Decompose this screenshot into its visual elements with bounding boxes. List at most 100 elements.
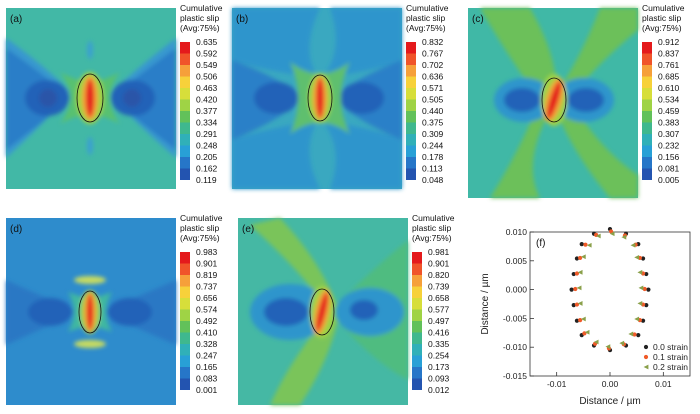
contour-bands (232, 8, 402, 189)
data-point (608, 229, 614, 234)
legend-tick-label: 0.232 (658, 141, 680, 151)
legend-swatch (406, 168, 416, 180)
legend-swatch (406, 111, 416, 123)
legend-swatch (642, 157, 652, 169)
y-axis-label: Distance / µm (480, 273, 491, 334)
legend-tick-label: 0.702 (422, 60, 444, 70)
legend-swatch (180, 122, 190, 134)
x-axis-label: Distance / µm (579, 396, 640, 407)
panel-f-scatter-chart: (f) -0.01 0.00 0.010.0100.0050.000-0.005-0… (480, 227, 691, 407)
legend-swatch (412, 332, 422, 344)
data-point (637, 301, 643, 306)
legend-swatch (642, 99, 652, 111)
legend-tick-label: 0.083 (196, 374, 218, 384)
legend-tick-label: 0.636 (422, 72, 444, 82)
legend-title-line-1: Cumulative (412, 213, 455, 223)
data-point (574, 256, 580, 261)
legend-swatch (406, 134, 416, 146)
legend-swatch (642, 76, 652, 88)
legend-swatch (180, 53, 190, 65)
legend-tick-label: 0.113 (422, 164, 443, 174)
legend-swatch (642, 42, 652, 54)
legend-swatch (642, 168, 652, 180)
legend: Cumulative plastic slip (Avg:75%) 0.9830… (180, 213, 223, 395)
legend-swatch (412, 367, 422, 379)
legend-title-line-1: Cumulative (642, 3, 685, 13)
panel-label: (c) (472, 14, 484, 25)
legend-title-line-1: Cumulative (406, 3, 449, 13)
data-point (571, 271, 576, 277)
y-tick-label: -0.005 (503, 313, 527, 323)
legend: Cumulative plastic slip (Avg:75%) 0.9120… (642, 3, 685, 185)
y-tick-label: -0.015 (503, 371, 527, 381)
legend-tick-label: 0.375 (422, 118, 444, 128)
data-point (577, 269, 583, 275)
legend-entry: 0.1 strain (653, 352, 688, 362)
legend-swatch (642, 65, 652, 77)
legend-title-line-2: plastic slip (180, 223, 219, 233)
legend-swatch (180, 145, 190, 157)
grain-boundary-outline (78, 290, 102, 334)
legend-tick-label: 0.549 (196, 60, 218, 70)
legend: Cumulative plastic slip (Avg:75%) 0.8320… (406, 3, 449, 185)
legend-tick-label: 0.328 (196, 339, 218, 349)
legend-tick-label: 0.291 (196, 129, 218, 139)
contour-bands (6, 38, 176, 158)
legend-swatch (406, 65, 416, 77)
legend-tick-label: 0.173 (428, 362, 450, 372)
legend-swatch (412, 275, 422, 287)
legend-tick-label: 0.383 (658, 118, 680, 128)
legend-swatch (180, 99, 190, 111)
contour-bands (480, 8, 638, 198)
legend-swatch (180, 65, 190, 77)
data-point (644, 303, 649, 308)
legend: Cumulative plastic slip (Avg:75%) 0.9810… (412, 213, 455, 395)
data-point (577, 301, 583, 306)
legend-swatch (412, 378, 422, 390)
grain-boundary-outline (76, 73, 104, 123)
legend-tick-label: 0.463 (196, 83, 218, 93)
legend-tick-label: 0.093 (428, 374, 450, 384)
legend-swatch (642, 53, 652, 65)
data-point (595, 233, 601, 239)
legend-swatch (406, 76, 416, 88)
legend-swatch (180, 286, 190, 298)
legend-tick-label: 0.901 (428, 259, 450, 269)
legend-tick-label: 0.005 (658, 175, 680, 185)
legend-swatch (180, 157, 190, 169)
grain-boundary-outline (541, 77, 567, 123)
legend-swatch (180, 134, 190, 146)
x-tick-label: -0.01 (547, 379, 567, 389)
y-tick-label: 0.000 (506, 285, 528, 295)
legend-tick-label: 0.656 (196, 293, 218, 303)
data-point (609, 231, 615, 237)
data-point (628, 331, 634, 337)
data-point (573, 286, 578, 292)
legend-swatches (412, 252, 422, 390)
panel-label: (b) (236, 14, 248, 25)
legend-tick-label: 0.837 (658, 49, 680, 59)
y-tick-label: -0.010 (503, 342, 527, 352)
legend-swatch (180, 275, 190, 287)
legend-tick-label: 0.416 (428, 328, 450, 338)
legend-tick-label: 0.205 (196, 152, 218, 162)
legend-tick-label: 0.574 (196, 305, 218, 315)
data-point (640, 318, 646, 323)
data-point (574, 318, 580, 323)
data-point (580, 254, 586, 260)
data-point (569, 287, 574, 292)
legend-title-line-3: (Avg:75%) (406, 23, 446, 33)
data-point (636, 333, 641, 338)
axes: -0.01 0.00 0.01 0.010 0.005 0.000 -0.005 -0.010… (503, 227, 672, 389)
legend-swatches (180, 42, 190, 180)
legend-tick-label: 0.012 (428, 385, 450, 395)
data-point (646, 287, 651, 292)
legend-swatch (642, 145, 652, 157)
legend-swatch (642, 111, 652, 123)
panel-label: (f) (536, 238, 545, 249)
legend-tick-label: 0.119 (196, 175, 217, 185)
legend-swatch (180, 367, 190, 379)
